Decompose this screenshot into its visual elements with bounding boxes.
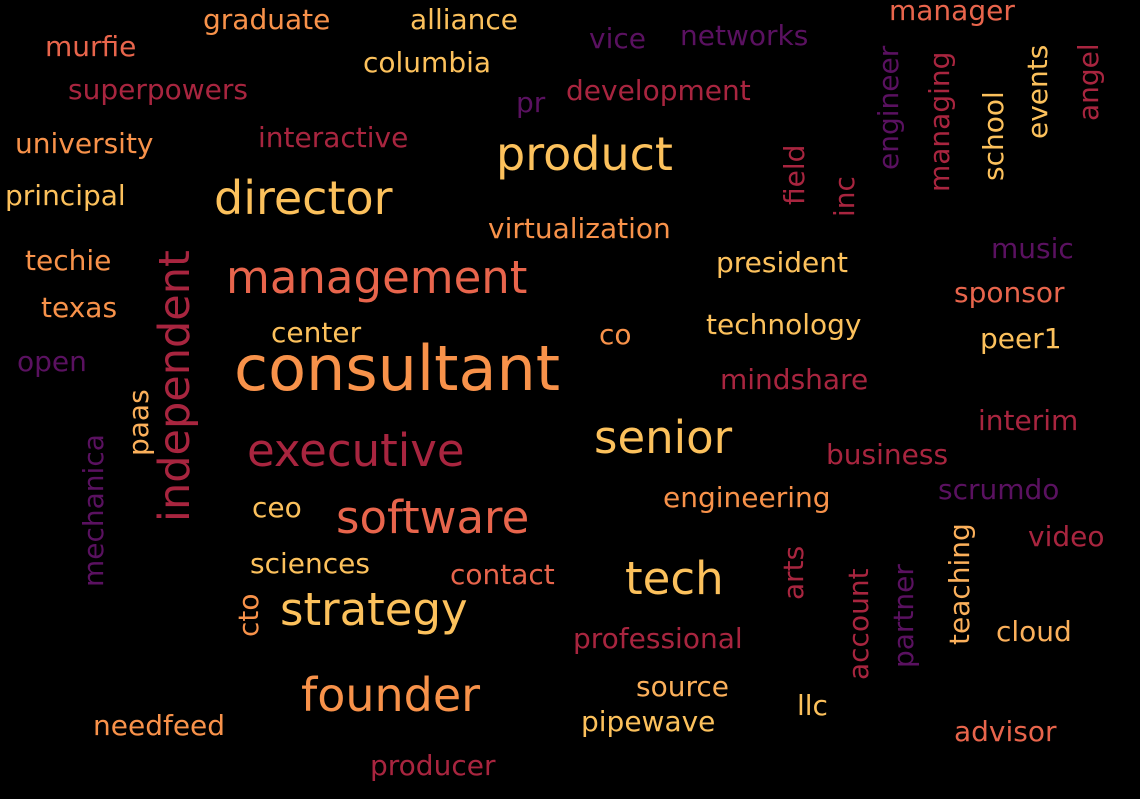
word-texas: texas [41,291,118,324]
word-director: director [214,171,393,225]
word-interim: interim [978,404,1079,437]
word-murfie: murfie [45,30,137,63]
word-strategy: strategy [280,583,468,636]
word-techie: techie [25,244,112,277]
word-manager: manager [889,0,1015,27]
word-virtualization: virtualization [488,212,671,245]
word-contact: contact [450,558,555,591]
word-university: university [15,127,154,160]
word-inc: inc [828,176,861,217]
word-partner: partner [887,564,920,668]
word-sponsor: sponsor [954,276,1065,309]
word-sciences: sciences [250,547,370,580]
word-product: product [496,127,673,181]
word-llc: llc [797,689,828,722]
word-co: co [599,318,632,351]
word-scrumdo: scrumdo [938,473,1060,506]
word-cto: cto [232,593,265,637]
word-teaching: teaching [943,523,976,645]
word-interactive: interactive [258,121,409,154]
word-executive: executive [247,424,465,477]
word-consultant: consultant [234,332,561,405]
word-peer1: peer1 [980,322,1062,355]
word-technology: technology [706,308,862,341]
word-management: management [226,251,528,304]
word-columbia: columbia [363,46,492,79]
word-mindshare: mindshare [720,363,869,396]
word-founder: founder [301,668,481,722]
word-cloud: cloud [996,615,1072,648]
word-video: video [1028,520,1105,553]
word-music: music [991,232,1074,265]
word-independent: independent [150,250,200,522]
word-arts: arts [777,545,810,600]
word-angel: angel [1072,43,1105,121]
word-senior: senior [594,411,733,464]
word-professional: professional [573,622,743,655]
word-business: business [826,438,949,471]
word-field: field [778,144,811,205]
word-producer: producer [370,749,496,782]
word-center: center [271,316,362,349]
word-engineer: engineer [872,45,905,170]
word-graduate: graduate [203,3,331,36]
word-networks: networks [680,19,809,52]
word-pr: pr [516,86,546,119]
word-needfeed: needfeed [93,709,226,742]
word-advisor: advisor [954,715,1057,748]
word-ceo: ceo [252,491,302,524]
word-vice: vice [589,22,646,55]
word-managing: managing [923,51,956,192]
word-pipewave: pipewave [581,705,716,738]
word-principal: principal [5,179,126,212]
word-engineering: engineering [663,481,831,514]
word-alliance: alliance [410,3,519,36]
word-source: source [636,670,729,703]
word-president: president [716,246,848,279]
word-paas: paas [122,389,155,456]
word-open: open [17,345,87,378]
word-tech: tech [625,552,724,605]
word-development: development [566,74,751,107]
word-mechanica: mechanica [77,434,110,587]
word-superpowers: superpowers [68,73,248,106]
word-school: school [977,91,1010,181]
word-account: account [842,568,875,680]
word-events: events [1021,44,1054,139]
word-software: software [336,491,530,544]
